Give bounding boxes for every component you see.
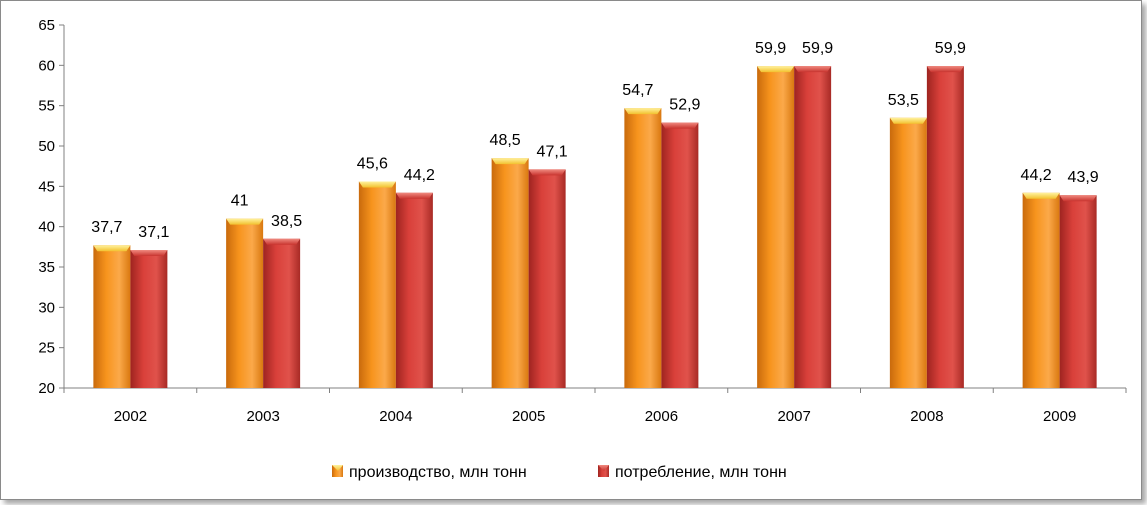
legend-label-production: производство, млн тонн	[349, 464, 527, 481]
bar-consumption-2003	[263, 238, 301, 388]
x-tick-label: 2005	[512, 408, 545, 425]
data-label-production: 59,9	[755, 40, 786, 57]
data-label-consumption: 38,5	[271, 213, 302, 230]
bar-body	[226, 218, 264, 388]
y-tick-label: 25	[38, 340, 55, 357]
bar-cap	[491, 158, 529, 165]
legend: производство, млн тонн потребление, млн …	[332, 464, 787, 481]
legend-item-production: производство, млн тонн	[332, 464, 527, 481]
legend-label-consumption: потребление, млн тонн	[615, 464, 787, 481]
y-ticks: 20 25 30 35 40 45 50 55 60 65	[38, 17, 64, 397]
x-tick-label: 2003	[246, 408, 279, 425]
bar-production-2009	[1022, 192, 1060, 388]
bar-body	[528, 169, 566, 388]
bar-cap	[395, 192, 433, 199]
legend-swatch-production	[332, 465, 343, 477]
bar-production-2005	[491, 158, 529, 388]
bar-body	[491, 158, 529, 388]
bar-consumption-2007	[794, 66, 832, 388]
bar-body	[358, 181, 396, 388]
x-tick-label: 2008	[910, 408, 943, 425]
legend-swatch-consumption-cap	[598, 465, 609, 471]
y-tick-label: 45	[38, 178, 55, 195]
bar-production-2002	[93, 245, 131, 388]
bar-consumption-2008	[926, 66, 964, 388]
data-label-consumption: 44,2	[404, 167, 435, 184]
bar-cap	[130, 250, 168, 257]
bar-body	[1022, 192, 1060, 388]
x-tick-label: 2004	[379, 408, 412, 425]
data-label-production: 44,2	[1021, 167, 1052, 184]
bar-body	[1059, 195, 1097, 388]
bar-production-2008	[889, 117, 927, 389]
bar-production-2007	[757, 66, 795, 388]
data-labels: 37,7 37,1 41 38,5 45,6 44,2 48,5 47,1 54,7 52,9 59…	[91, 40, 1098, 241]
bar-consumption-2004	[395, 192, 433, 388]
legend-swatch-production-cap	[332, 465, 343, 471]
bar-cap	[528, 169, 566, 176]
bar-body	[93, 245, 131, 388]
data-label-production: 37,7	[91, 219, 122, 236]
bar-body	[661, 122, 699, 389]
bar-body	[395, 192, 433, 388]
bar-cap	[757, 66, 795, 73]
data-label-consumption: 59,9	[935, 40, 966, 57]
x-tick-label: 2006	[645, 408, 678, 425]
bar-consumption-2002	[130, 250, 168, 388]
data-label-production: 53,5	[888, 92, 919, 109]
bar-body	[794, 66, 832, 388]
bar-cap	[358, 181, 396, 188]
data-label-production: 45,6	[357, 155, 388, 172]
data-label-production: 54,7	[622, 82, 653, 99]
bar-production-2004	[358, 181, 396, 388]
legend-item-consumption: потребление, млн тонн	[598, 464, 787, 481]
data-label-consumption: 52,9	[669, 97, 700, 114]
bar-consumption-2009	[1059, 195, 1097, 388]
bar-cap	[794, 66, 832, 73]
bar-body	[757, 66, 795, 388]
y-tick-label: 65	[38, 17, 55, 34]
bar-cap	[889, 117, 927, 124]
bar-cap	[1022, 192, 1060, 199]
data-label-production: 48,5	[490, 132, 521, 149]
y-tick-label: 50	[38, 138, 55, 155]
bar-body	[926, 66, 964, 388]
bar-cap	[926, 66, 964, 73]
x-tick-label: 2007	[777, 408, 810, 425]
y-tick-label: 40	[38, 219, 55, 236]
y-tick-label: 20	[38, 380, 55, 397]
x-ticks: 2002 2003 2004 2005 2006 2007 2008 2009	[63, 388, 1127, 425]
bar-body	[130, 250, 168, 388]
bar-cap	[93, 245, 131, 252]
bar-production-2006	[624, 108, 662, 388]
bar-cap	[263, 238, 301, 245]
legend-swatch-consumption	[598, 465, 609, 477]
y-tick-label: 30	[38, 299, 55, 316]
x-tick-label: 2002	[114, 408, 147, 425]
data-label-consumption: 37,1	[138, 224, 169, 241]
y-tick-label: 60	[38, 57, 55, 74]
bar-production-2003	[226, 218, 264, 388]
data-label-consumption: 47,1	[537, 143, 568, 160]
y-tick-label: 55	[38, 98, 55, 115]
bar-cap	[226, 218, 264, 225]
bar-cap	[624, 108, 662, 115]
data-label-production: 41	[231, 193, 249, 210]
data-label-consumption: 43,9	[1068, 169, 1099, 186]
bar-body	[889, 117, 927, 389]
bar-cap	[661, 122, 699, 129]
y-tick-label: 35	[38, 259, 55, 276]
bar-body	[263, 238, 301, 388]
bar-consumption-2006	[661, 122, 699, 389]
bar-consumption-2005	[528, 169, 566, 388]
data-label-consumption: 59,9	[802, 40, 833, 57]
bars	[93, 66, 1097, 389]
bar-cap	[1059, 195, 1097, 202]
bar-body	[624, 108, 662, 388]
x-tick-label: 2009	[1043, 408, 1076, 425]
axes	[63, 25, 1126, 389]
